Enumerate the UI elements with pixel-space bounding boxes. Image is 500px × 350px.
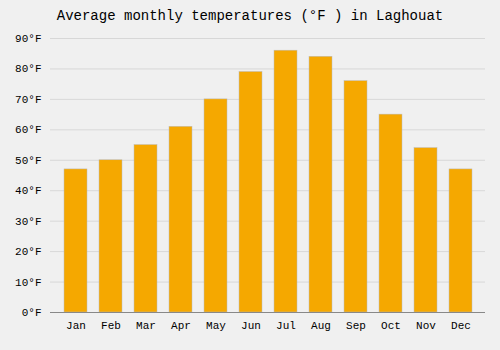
svg-text:10°F: 10°F bbox=[15, 277, 41, 289]
svg-text:0°F: 0°F bbox=[22, 307, 42, 319]
svg-text:Oct: Oct bbox=[381, 320, 401, 332]
svg-text:30°F: 30°F bbox=[15, 216, 41, 228]
svg-text:20°F: 20°F bbox=[15, 246, 41, 258]
html-text:Average monthly temperatures (: Average monthly temperatures (°F ) in La… bbox=[56, 8, 444, 24]
svg-text:50°F: 50°F bbox=[15, 155, 41, 167]
svg-text:Nov: Nov bbox=[416, 320, 436, 332]
svg-text:Mar: Mar bbox=[136, 320, 156, 332]
svg-text:Jun: Jun bbox=[241, 320, 261, 332]
svg-text:Feb: Feb bbox=[101, 320, 121, 332]
svg-text:Apr: Apr bbox=[171, 320, 191, 332]
svg-text:Aug: Aug bbox=[311, 320, 331, 332]
svg-text:80°F: 80°F bbox=[15, 63, 41, 75]
svg-text:Jul: Jul bbox=[276, 320, 296, 332]
svg-text:Jan: Jan bbox=[66, 320, 86, 332]
svg-text:90°F: 90°F bbox=[15, 33, 41, 45]
svg-text:May: May bbox=[206, 320, 226, 332]
svg-text:Dec: Dec bbox=[451, 320, 471, 332]
svg-text:Sep: Sep bbox=[346, 320, 366, 332]
svg-text:70°F: 70°F bbox=[15, 94, 41, 106]
svg-text:60°F: 60°F bbox=[15, 124, 41, 136]
svg-text:40°F: 40°F bbox=[15, 185, 41, 197]
